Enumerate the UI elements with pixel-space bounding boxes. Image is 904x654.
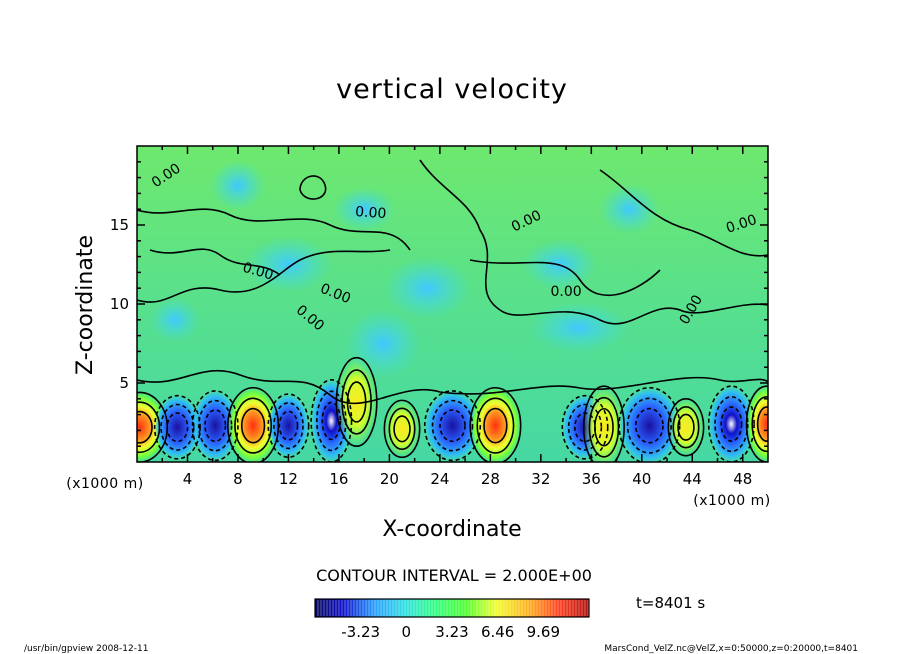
contour-line (677, 413, 695, 441)
contour-line (626, 397, 672, 454)
x-tick-label: 8 (233, 470, 243, 488)
contour-line (160, 403, 195, 451)
x-tick-label: 40 (632, 470, 651, 488)
contour-line (476, 397, 515, 454)
contour-line (720, 406, 743, 442)
x-tick-label: 36 (582, 470, 601, 488)
contour-line (240, 407, 266, 444)
contour-line (137, 410, 153, 444)
contour-line (423, 390, 482, 462)
contour-line (335, 356, 378, 448)
contour-line (419, 159, 768, 325)
y-axis-label: Z-coordinate (73, 235, 98, 375)
contour-line (198, 399, 233, 452)
colorbar-tick-label: 0 (402, 623, 412, 641)
contour-line (439, 409, 466, 443)
colorbar-frame (314, 598, 590, 618)
x-tick-label: 28 (481, 470, 500, 488)
field-cell (345, 308, 421, 379)
contour-line (469, 259, 661, 297)
x-unit-left: (x1000 m) (66, 476, 143, 492)
field-cell (244, 236, 333, 293)
x-tick-label: 44 (683, 470, 702, 488)
contour-line (618, 386, 681, 462)
contour-line (383, 399, 421, 459)
footer-left: /usr/bin/gpview 2008-12-11 (24, 644, 148, 654)
contour-line (234, 397, 273, 454)
contour-line (137, 401, 161, 454)
contour-line (751, 395, 768, 453)
contour-line (388, 407, 416, 451)
contour-line (137, 249, 391, 303)
colorbar-tick-label: 6.46 (481, 623, 514, 641)
contour-value-label: 0.00 (550, 284, 581, 300)
contour-line (599, 169, 768, 257)
field-cell (598, 183, 660, 235)
contour-line (310, 379, 353, 462)
field-cell (383, 256, 472, 320)
colorbar-tick-label: 3.23 (435, 623, 468, 641)
contour-line (393, 415, 411, 443)
contour-line (227, 386, 280, 462)
y-tick-label: 5 (119, 374, 129, 392)
contour-line (321, 401, 342, 441)
contour-line (634, 407, 664, 444)
contour-line (137, 208, 411, 251)
contour-line (567, 403, 603, 451)
x-tick-label: 4 (183, 470, 193, 488)
contour-line (316, 390, 347, 452)
field-cell (149, 297, 201, 342)
x-axis-label: X-coordinate (382, 517, 521, 542)
field-cell (332, 187, 396, 232)
contour-line (431, 399, 474, 452)
x-unit-right: (x1000 m) (693, 493, 770, 509)
contour-line (707, 385, 755, 462)
y-tick-label: 10 (110, 295, 129, 313)
colorbar (315, 599, 589, 617)
contour-line (469, 386, 522, 462)
contour-line (756, 406, 768, 442)
contour-line (191, 390, 239, 462)
contour-line (273, 402, 304, 450)
colorbar-tick-label: -3.23 (341, 623, 380, 641)
contour-line (153, 394, 201, 460)
colorbar-tick-label: 9.69 (527, 623, 560, 641)
chart-title: vertical velocity (336, 74, 568, 105)
x-tick-label: 16 (329, 470, 348, 488)
x-tick-label: 48 (733, 470, 752, 488)
contour-interval: CONTOUR INTERVAL = 2.000E+00 (316, 566, 592, 585)
contour-value-label: 0.00 (355, 204, 387, 222)
field-cell (210, 160, 266, 211)
footer-right: MarsCond_VelZ.nc@VelZ,x=0:50000,z=0:2000… (604, 644, 858, 654)
x-tick-label: 20 (380, 470, 399, 488)
contour-line (149, 248, 281, 276)
contour-line (299, 175, 327, 200)
field-cell (528, 302, 630, 353)
contour-line (483, 407, 508, 444)
contour-line (582, 385, 625, 462)
contour-line (594, 407, 614, 447)
contour-line (672, 405, 700, 449)
contour-line (714, 395, 749, 453)
x-tick-label: 12 (279, 470, 298, 488)
time-label: t=8401 s (636, 594, 706, 612)
x-tick-label: 32 (531, 470, 550, 488)
contour-line (204, 409, 227, 443)
contour-line (667, 397, 705, 457)
contour-line (267, 393, 310, 459)
velocity-field (137, 146, 768, 462)
contour-line (561, 394, 609, 460)
x-tick-label: 24 (430, 470, 449, 488)
contour-line (278, 410, 299, 441)
y-tick-label: 15 (110, 216, 129, 234)
contour-line (137, 370, 768, 405)
contour-line (166, 412, 189, 443)
